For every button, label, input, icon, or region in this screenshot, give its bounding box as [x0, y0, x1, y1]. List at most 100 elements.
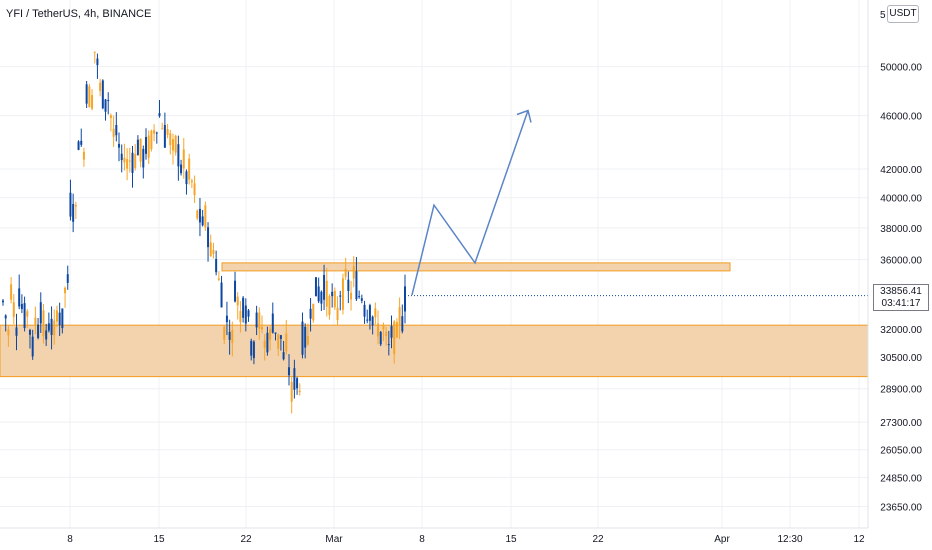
- candle-body: [296, 378, 299, 389]
- candle-body: [231, 329, 234, 343]
- candle-body: [107, 100, 110, 102]
- candle-body: [301, 321, 304, 355]
- candle-body: [161, 128, 164, 130]
- candle-body: [309, 308, 312, 319]
- candle-body: [204, 205, 207, 228]
- candle-body: [101, 80, 104, 109]
- candle-body: [158, 113, 161, 117]
- time-tick-label: 8: [67, 534, 73, 545]
- candle-body: [347, 279, 350, 291]
- candle-body: [220, 282, 223, 308]
- candle-body: [290, 381, 293, 402]
- candle-body: [269, 329, 272, 340]
- candle-body: [328, 296, 331, 315]
- candle-body: [77, 141, 80, 150]
- candle-body: [150, 130, 153, 150]
- candle-body: [387, 344, 390, 346]
- candle-body: [287, 367, 290, 376]
- candle-body: [368, 305, 371, 321]
- candle-body: [15, 327, 18, 336]
- candle-body: [58, 312, 61, 326]
- candle-body: [7, 329, 10, 336]
- candle-body: [104, 99, 107, 112]
- candle-body: [277, 334, 280, 349]
- time-axis[interactable]: 8 15 22 Mar 8 15 22 Apr 12:30 12: [67, 534, 865, 545]
- candle-body: [139, 138, 142, 162]
- candle-body: [339, 295, 342, 297]
- candle-body: [82, 151, 85, 160]
- candle-body: [209, 242, 212, 257]
- candle-body: [341, 278, 344, 310]
- candle-body: [225, 315, 228, 323]
- price-tick-label: 36000.00: [880, 256, 922, 267]
- time-tick-label: Mar: [325, 534, 343, 545]
- candle-body: [153, 130, 156, 134]
- time-tick-label: 15: [505, 534, 517, 545]
- candle-body: [123, 157, 126, 163]
- candle-body: [69, 192, 72, 217]
- candle-body: [366, 319, 369, 321]
- candle-body: [374, 308, 377, 318]
- price-axis[interactable]: 50000.00 46000.00 42000.00 40000.00 38000.00…: [880, 10, 922, 513]
- candle-body: [64, 287, 67, 294]
- candle-body: [196, 210, 199, 219]
- price-tick-label: 26050.00: [880, 446, 922, 457]
- candle-body: [190, 180, 193, 183]
- candle-body: [163, 124, 166, 148]
- candle-body: [188, 158, 191, 180]
- candle-body: [142, 148, 145, 168]
- candle-body: [28, 329, 31, 335]
- candle-body: [4, 315, 7, 319]
- candle-body: [360, 298, 363, 301]
- candle-body: [274, 332, 277, 334]
- candle-body: [74, 205, 77, 207]
- candle-body: [207, 227, 210, 248]
- candle-body: [93, 51, 96, 53]
- candle-body: [72, 203, 75, 222]
- candlesticks: [2, 51, 406, 414]
- candle-body: [174, 135, 177, 153]
- candle-body: [12, 302, 15, 317]
- candle-body: [177, 144, 180, 167]
- candle-body: [363, 304, 366, 317]
- candle-body: [217, 278, 220, 280]
- arrow-head: [516, 109, 532, 123]
- candle-body: [404, 286, 406, 312]
- currency-button[interactable]: USDT: [887, 5, 919, 23]
- candle-body: [47, 323, 50, 331]
- time-tick-label: 8: [419, 534, 425, 545]
- price-tick-label: 42000.00: [880, 165, 922, 176]
- candle-body: [371, 316, 374, 326]
- candle-body: [306, 336, 309, 345]
- candle-body: [50, 318, 53, 335]
- candle-body: [390, 326, 393, 338]
- candle-body: [147, 135, 150, 158]
- candle-body: [112, 128, 115, 137]
- candle-body: [155, 132, 158, 134]
- candle-body: [180, 164, 183, 174]
- candle-body: [53, 320, 56, 336]
- candle-body: [23, 303, 26, 329]
- candle-body: [109, 115, 112, 119]
- candle-body: [282, 352, 285, 360]
- candle-body: [312, 303, 315, 321]
- candle-body: [99, 82, 102, 92]
- price-tick-label: 24850.00: [880, 473, 922, 484]
- candle-body: [228, 331, 231, 340]
- resistance-zone: [221, 262, 731, 272]
- support-zone: [0, 324, 869, 378]
- candle-body: [393, 321, 396, 355]
- time-tick-label: 12: [853, 534, 865, 545]
- price-tick-label-partial: 5: [880, 10, 886, 21]
- candle-body: [333, 290, 336, 308]
- time-tick-label: 22: [240, 534, 252, 545]
- candle-body: [344, 268, 347, 277]
- candle-body: [336, 307, 339, 321]
- candle-body: [247, 310, 250, 317]
- candle-body: [198, 208, 201, 223]
- time-tick-label: 12:30: [777, 534, 802, 545]
- candle-body: [223, 326, 226, 340]
- candle-body: [31, 336, 34, 357]
- candle-body: [261, 326, 264, 330]
